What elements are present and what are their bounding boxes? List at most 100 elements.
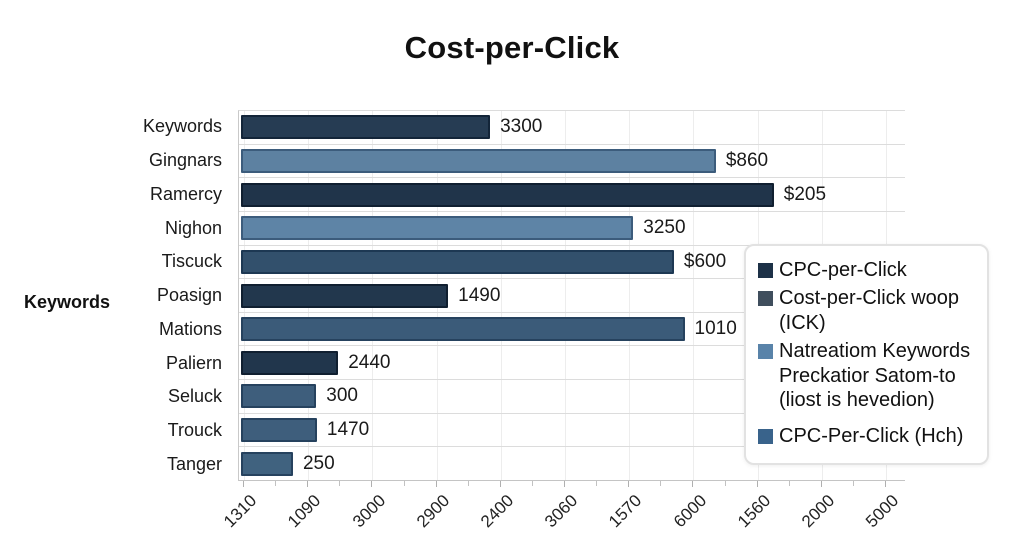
bar: [241, 418, 317, 443]
bar: [241, 317, 685, 342]
category-label: Trouck: [167, 419, 222, 440]
gridline-vertical: [693, 111, 695, 480]
x-tick-mark-minor: [403, 481, 405, 486]
bar-value-label: $860: [725, 149, 769, 171]
bar-row: $860: [239, 145, 905, 179]
bar: [241, 216, 634, 241]
legend-item: Natreatiom Keywords Preckatior Satom-to …: [758, 339, 977, 412]
bar-value-label: $600: [683, 250, 727, 272]
bar: [241, 148, 716, 173]
bar-value-label: 1010: [694, 318, 737, 340]
bar-row: 3300: [239, 111, 905, 145]
bar-row: 2440: [239, 346, 905, 381]
plot-rows: 3300 $860 $205 3250 $600 1490 1010 2440 300 1470 2…: [239, 111, 905, 480]
x-tick-mark-minor: [596, 481, 598, 486]
x-tick-label: 3060: [541, 491, 582, 532]
gridline-vertical: [500, 111, 502, 480]
legend-swatch: [758, 344, 773, 360]
bar: [241, 249, 674, 274]
category-label: Keywords: [142, 116, 222, 137]
bar-row: 3250: [239, 212, 905, 246]
legend-label: Natreatiom Keywords Preckatior Satom-to …: [779, 340, 971, 411]
x-tick-mark-minor: [275, 481, 277, 486]
bar-row: 300: [239, 380, 905, 414]
plot-area: 3300 $860 $205 3250 $600 1490 1010 2440 300 1470 2…: [238, 110, 905, 481]
category-label: Seluck: [167, 386, 222, 407]
category-label: Tiscuck: [161, 251, 222, 272]
bar-value-label: 2440: [348, 351, 391, 373]
category-label: Gingnars: [148, 150, 222, 171]
x-tick-mark-minor: [339, 481, 341, 486]
x-tick-label: 1570: [605, 491, 646, 532]
legend-label: CPC-Per-Click (Hch): [779, 425, 964, 448]
x-tick-mark-minor: [788, 481, 790, 486]
bar: [241, 283, 449, 308]
bar-value-label: 1470: [326, 419, 370, 441]
category-label: Paliern: [165, 352, 222, 373]
category-label: Tanger: [166, 453, 222, 474]
x-tick-mark-minor: [531, 481, 533, 486]
legend-item: CPC-Per-Click (Hch): [758, 424, 977, 448]
bar: [241, 384, 317, 409]
legend-swatch: [758, 429, 773, 445]
category-label: Nighon: [164, 217, 222, 238]
legend: CPC-per-Click Cost-per-Click woop (ICK) Na…: [744, 244, 989, 465]
bar-row: 1010: [239, 313, 905, 347]
bar: [241, 451, 293, 476]
x-tick-label: 3000: [348, 491, 389, 532]
x-axis: 1310 1090 3000 2900 2400 3060 1570 6000 1560 2000…: [220, 481, 905, 556]
x-tick-label: 1560: [733, 491, 775, 532]
bar-row: $205: [239, 178, 905, 212]
x-tick-mark: [307, 481, 309, 487]
x-tick-mark: [499, 481, 501, 487]
category-label: Poasign: [156, 285, 222, 306]
bar-value-label: 250: [302, 452, 335, 474]
bar-row: 1490: [239, 279, 905, 313]
y-axis-title: Keywords: [24, 292, 111, 312]
category-label: Mations: [158, 318, 222, 339]
x-tick-mark: [692, 481, 694, 487]
bar: [241, 115, 491, 140]
x-tick-label: 1310: [220, 491, 261, 532]
bar-row: $600: [239, 246, 905, 280]
category-label: Ramercy: [149, 183, 222, 204]
x-tick-mark-minor: [660, 481, 662, 486]
x-tick-mark: [435, 481, 437, 487]
bar-value-label: 3250: [643, 217, 686, 239]
x-tick-mark: [885, 481, 886, 487]
x-tick-mark: [628, 481, 630, 487]
bar-row: 250: [239, 447, 905, 480]
x-tick-mark: [243, 481, 244, 487]
x-tick-label: 2400: [477, 491, 518, 532]
bar-value-label: $205: [783, 183, 827, 205]
bar-value-label: 1490: [458, 284, 501, 306]
legend-label: CPC-per-Click: [779, 259, 907, 281]
legend-label: Cost-per-Click woop (ICK): [779, 287, 960, 334]
x-tick-label: 2000: [798, 491, 839, 532]
legend-swatch: [758, 263, 773, 278]
category-axis: Keywords Gingnars Ramercy Nighon Tiscuck Poas…: [0, 110, 231, 481]
x-tick-mark-minor: [467, 481, 469, 486]
bar: [241, 182, 774, 207]
x-tick-mark: [564, 481, 565, 487]
x-tick-mark-minor: [852, 481, 854, 486]
bar: [241, 350, 339, 375]
x-tick-label: 1090: [284, 491, 325, 532]
x-tick-label: 2900: [412, 491, 454, 532]
gridline-vertical: [629, 111, 631, 480]
legend-item: CPC-per-Click: [758, 258, 977, 282]
x-tick-mark-minor: [724, 481, 726, 486]
bar-value-label: 3300: [500, 116, 543, 138]
x-tick-mark: [820, 481, 822, 487]
bar-value-label: 300: [326, 385, 358, 407]
x-tick-mark: [371, 481, 373, 487]
legend-swatch: [758, 291, 773, 307]
bar-row: 1470: [239, 414, 905, 448]
x-tick-label: 6000: [669, 491, 710, 532]
x-tick-mark: [756, 481, 758, 487]
chart-title: Cost-per-Click: [404, 30, 620, 65]
legend-item: Cost-per-Click woop (ICK): [758, 286, 977, 335]
gridline-vertical: [565, 111, 566, 480]
x-tick-label: 5000: [862, 491, 903, 532]
